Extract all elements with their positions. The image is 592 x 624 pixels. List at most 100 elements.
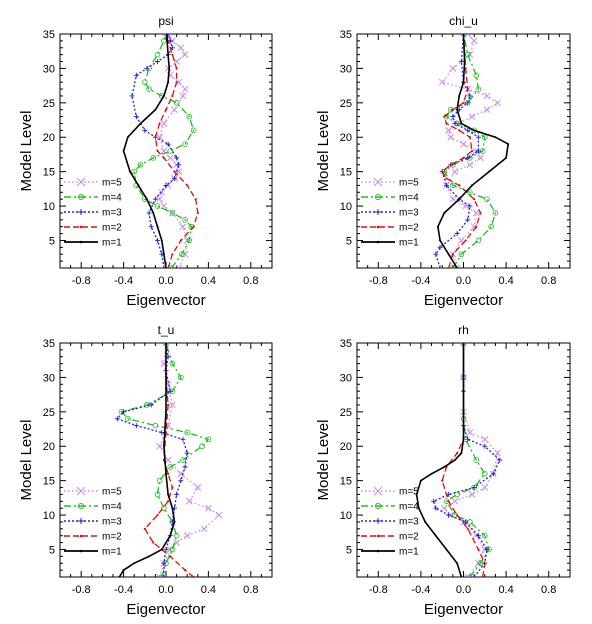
series-point	[458, 251, 465, 258]
series-point	[481, 484, 489, 491]
series-point	[466, 527, 469, 530]
legend-marker	[79, 534, 83, 538]
series-point	[454, 231, 460, 237]
series-point	[186, 113, 193, 120]
y-tick-label: 30	[43, 63, 55, 75]
series-point	[466, 161, 474, 169]
series-point	[163, 182, 169, 188]
series-point	[156, 133, 163, 141]
series-point	[171, 94, 174, 98]
x-tick-label: -0.8	[369, 584, 388, 596]
series-point	[475, 134, 481, 140]
series-point	[173, 520, 176, 523]
series-point	[168, 67, 171, 70]
series-point	[177, 470, 185, 478]
y-tick-label: 35	[43, 29, 55, 41]
legend-marker	[376, 225, 380, 229]
x-tick-label: 0.4	[498, 275, 513, 287]
series-point	[152, 211, 155, 214]
series-point	[192, 225, 195, 228]
y-axis-title: Model Level	[18, 111, 35, 192]
series-point	[145, 198, 148, 201]
series-point	[472, 209, 480, 217]
x-tick-label: 0.8	[243, 584, 258, 596]
series-point	[155, 237, 161, 243]
legend-marker	[77, 193, 85, 201]
series-point	[475, 533, 481, 539]
series-point	[215, 511, 223, 519]
y-tick-label: 25	[340, 98, 352, 110]
series-point	[167, 403, 170, 407]
series-point	[167, 81, 170, 84]
series-point	[176, 162, 182, 168]
series-point	[453, 459, 456, 461]
series-point	[464, 239, 467, 242]
series-point	[481, 532, 488, 539]
series-line-m=1	[415, 343, 465, 577]
series-point	[169, 360, 176, 367]
x-tick-label: -0.8	[72, 275, 91, 287]
series-line-m=3	[435, 34, 480, 268]
series-line-m=5	[443, 343, 499, 577]
series-point	[443, 182, 449, 188]
series-point	[475, 148, 481, 154]
series-line-m=4	[443, 34, 497, 268]
series-point	[165, 410, 167, 413]
y-tick-label: 15	[340, 476, 352, 488]
y-tick-label: 15	[340, 167, 352, 179]
series-point	[154, 136, 157, 139]
series-point	[458, 94, 461, 97]
series-point	[169, 555, 172, 558]
panel-title: chi_u	[449, 14, 478, 28]
series-point	[431, 498, 437, 504]
series-point	[470, 37, 478, 45]
series-point	[443, 211, 446, 214]
series-point	[179, 251, 185, 258]
series-point	[184, 450, 190, 456]
series-point	[462, 81, 465, 84]
series-point	[456, 452, 459, 455]
series-point	[182, 464, 188, 470]
series-point	[451, 168, 459, 176]
series-point	[148, 224, 154, 230]
y-tick-label: 5	[49, 235, 55, 247]
x-axis-title: Eigenvector	[126, 601, 205, 618]
series-line-m=2	[441, 34, 482, 268]
series-point	[468, 136, 471, 139]
series-point	[122, 150, 125, 152]
x-tick-label: 0.8	[541, 275, 556, 287]
series-point	[205, 504, 212, 512]
x-tick-label: 0.8	[243, 275, 258, 287]
y-tick-label: 5	[49, 544, 55, 556]
series-point	[126, 136, 129, 139]
series-point	[122, 569, 125, 572]
legend-label: m=1	[102, 238, 122, 249]
series-point	[417, 507, 420, 510]
panel-psi: psi -0.8 -0.4 0.0 0.4 0.8 5 10 15 20 25 30 35 Eigenve…	[18, 14, 273, 309]
series-point	[199, 443, 205, 450]
series-point	[166, 39, 169, 42]
series-point	[160, 120, 168, 127]
series-point	[460, 452, 463, 455]
x-tick-label: 0.0	[158, 275, 173, 287]
series-point	[160, 239, 163, 242]
series-point	[165, 267, 167, 268]
legend-label: m=2	[102, 223, 122, 234]
series-point	[471, 485, 477, 491]
series-point	[477, 154, 484, 162]
legend-marker	[376, 240, 380, 244]
series-point	[475, 237, 482, 244]
series-point	[162, 156, 165, 159]
y-tick-label: 25	[43, 98, 55, 110]
panel-title: rh	[458, 323, 469, 337]
series-point	[155, 59, 161, 65]
series-point	[419, 479, 422, 482]
legend-label: m=2	[102, 532, 122, 543]
series-point	[470, 223, 478, 231]
series-point	[169, 210, 176, 216]
series-point	[462, 343, 465, 344]
series-point	[458, 198, 461, 201]
y-tick-label: 30	[43, 372, 55, 384]
y-tick-label: 15	[43, 476, 55, 488]
legend-label: m=1	[102, 547, 122, 558]
